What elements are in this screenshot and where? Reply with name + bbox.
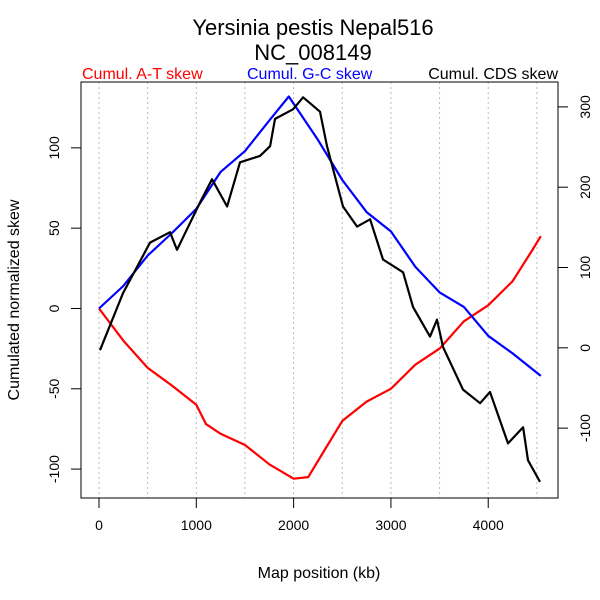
y-tick-label: 50 <box>46 220 62 236</box>
plot-frame <box>80 81 559 499</box>
series-lines <box>98 95 542 483</box>
y-right-tick-label: 200 <box>577 175 593 199</box>
x-tick-label: 1000 <box>181 517 212 533</box>
x-tick-label: 0 <box>95 517 103 533</box>
y-tick-label: -50 <box>46 378 62 398</box>
x-tick-label: 2000 <box>278 517 309 533</box>
x-axis-label: Map position (kb) <box>258 565 381 582</box>
legend-at-skew: Cumul. A-T skew <box>82 66 203 83</box>
y-right-tick-label: 300 <box>577 95 593 119</box>
y-axis-label: Cumulated normalized skew <box>6 199 23 400</box>
y-tick-label: -100 <box>46 455 62 483</box>
y-tick-label: 100 <box>46 136 62 160</box>
chart-subtitle: NC_008149 <box>254 40 371 65</box>
axes: 0 1000 2000 3000 4000 -100 -50 0 50 100 -100 0 100 20… <box>46 95 593 533</box>
y-tick-label: 0 <box>46 304 62 312</box>
series-line-2 <box>98 96 541 483</box>
legend-gc-skew: Cumul. G-C skew <box>247 66 373 83</box>
x-tick-label: 3000 <box>375 517 406 533</box>
grid <box>98 82 538 498</box>
legend-cds-skew: Cumul. CDS skew <box>428 66 558 83</box>
series-line-1 <box>98 95 542 377</box>
chart-title: Yersinia pestis Nepal516 <box>192 15 433 40</box>
series-line-0 <box>98 235 542 480</box>
y-right-tick-label: -100 <box>577 414 593 442</box>
y-right-tick-label: 0 <box>577 344 593 352</box>
x-tick-label: 4000 <box>473 517 504 533</box>
y-right-tick-label: 100 <box>577 256 593 280</box>
